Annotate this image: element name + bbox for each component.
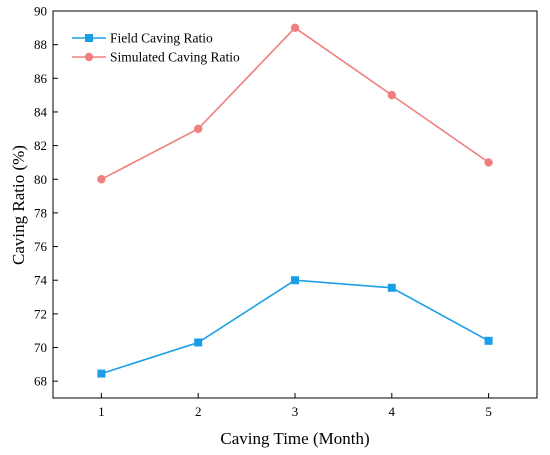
y-tick-label: 78 bbox=[34, 205, 47, 220]
legend-marker-simulated bbox=[84, 52, 94, 62]
legend-label-field: Field Caving Ratio bbox=[110, 31, 213, 46]
y-tick-label: 90 bbox=[34, 4, 47, 19]
y-axis-title: Caving Ratio (%) bbox=[9, 145, 28, 265]
y-tick-label: 76 bbox=[34, 239, 48, 254]
data-point-field bbox=[291, 276, 299, 285]
y-tick-label: 74 bbox=[34, 273, 48, 288]
data-point-simulated bbox=[387, 90, 396, 100]
plot-frame bbox=[52, 10, 538, 399]
legend: Field Caving Ratio Simulated Caving Rati… bbox=[72, 31, 240, 65]
y-tick-label: 80 bbox=[34, 172, 47, 187]
y-tick-label: 72 bbox=[34, 306, 47, 321]
y-axis-ticks: 68 70 72 74 76 78 80 82 84 86 88 90 bbox=[34, 4, 58, 389]
data-point-simulated bbox=[97, 175, 106, 184]
x-tick-label: 3 bbox=[292, 404, 299, 419]
legend-label-simulated: Simulated Caving Ratio bbox=[110, 50, 240, 65]
data-point-field bbox=[97, 369, 106, 378]
y-tick-label: 84 bbox=[34, 104, 48, 119]
data-point-field bbox=[194, 338, 203, 347]
data-point-field bbox=[387, 283, 396, 292]
x-tick-label: 5 bbox=[485, 404, 492, 419]
y-tick-label: 68 bbox=[34, 374, 47, 389]
series-layer bbox=[97, 23, 493, 378]
y-tick-label: 88 bbox=[34, 37, 47, 52]
data-point-field bbox=[484, 336, 493, 345]
legend-marker-field bbox=[85, 34, 93, 42]
data-point-simulated bbox=[194, 124, 203, 133]
x-axis-ticks: 1 2 3 4 5 bbox=[98, 393, 492, 419]
data-point-simulated bbox=[290, 23, 300, 33]
series-line-field bbox=[101, 279, 489, 375]
x-tick-label: 4 bbox=[389, 404, 396, 419]
data-point-simulated bbox=[484, 158, 493, 167]
x-tick-label: 2 bbox=[195, 404, 202, 419]
x-tick-label: 1 bbox=[98, 404, 105, 419]
y-tick-label: 86 bbox=[34, 71, 48, 86]
y-tick-label: 70 bbox=[34, 340, 47, 355]
y-tick-label: 82 bbox=[34, 138, 47, 153]
x-axis-title: Caving Time (Month) bbox=[220, 429, 369, 448]
